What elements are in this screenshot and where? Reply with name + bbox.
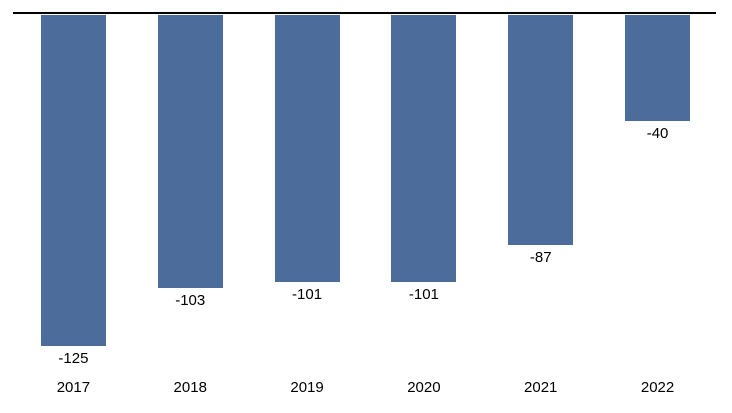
bar-2022 bbox=[625, 15, 691, 121]
plot-area: -125 2017 -103 2018 -101 2019 -101 2020 -87 2021-… bbox=[15, 15, 716, 413]
category-label: 2021 bbox=[524, 379, 558, 396]
x-axis-line bbox=[13, 12, 716, 14]
category-label: 2022 bbox=[640, 379, 675, 396]
bar-2021 bbox=[508, 15, 574, 245]
bar-2018 bbox=[157, 15, 223, 288]
bar-group: -87 2021 bbox=[482, 15, 599, 413]
bar-2017 bbox=[40, 15, 106, 346]
bar-2020 bbox=[391, 15, 457, 282]
value-label: -87 bbox=[529, 249, 552, 266]
bar-group: -125 2017 bbox=[15, 15, 132, 413]
value-label: -101 bbox=[292, 286, 323, 303]
category-label: 2018 bbox=[173, 379, 207, 396]
category-label: 2019 bbox=[290, 379, 324, 396]
value-label: -125 bbox=[58, 350, 89, 367]
value-label: -103 bbox=[175, 292, 206, 309]
bar-group: -40 2022 bbox=[599, 15, 716, 413]
value-label: -40 bbox=[646, 125, 669, 142]
category-label: 2017 bbox=[56, 379, 91, 396]
bar-group: -101 2019 bbox=[249, 15, 366, 413]
bar-group: -103 2018 bbox=[132, 15, 249, 413]
bar-2019 bbox=[274, 15, 340, 282]
bar-group: -101 2020 bbox=[365, 15, 482, 413]
category-label: 2020 bbox=[407, 379, 441, 396]
value-label: -101 bbox=[408, 286, 439, 303]
